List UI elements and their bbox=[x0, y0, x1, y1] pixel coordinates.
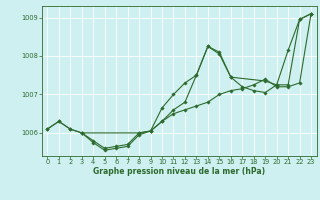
X-axis label: Graphe pression niveau de la mer (hPa): Graphe pression niveau de la mer (hPa) bbox=[93, 167, 265, 176]
